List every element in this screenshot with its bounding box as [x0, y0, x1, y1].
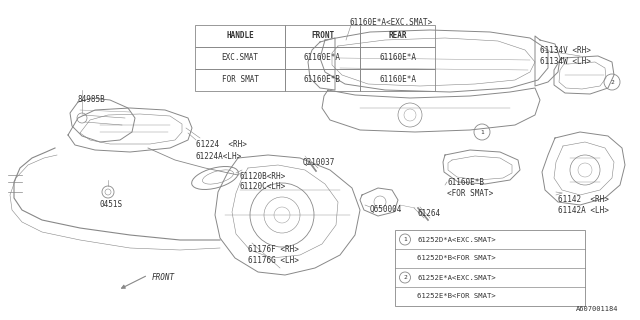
Text: Q210037: Q210037 — [303, 158, 335, 167]
Text: 61160E*A<EXC.SMAT>: 61160E*A<EXC.SMAT> — [350, 18, 433, 27]
Text: 61160E*A: 61160E*A — [379, 76, 416, 84]
Text: FRONT: FRONT — [152, 274, 175, 283]
Bar — [195, 25, 285, 47]
Text: 61160E*A: 61160E*A — [304, 53, 341, 62]
Text: A607001184: A607001184 — [575, 306, 618, 312]
Bar — [360, 47, 435, 69]
Text: 61252E*A<EXC.SMAT>: 61252E*A<EXC.SMAT> — [417, 275, 496, 281]
Bar — [395, 230, 585, 306]
Text: 61224A<LH>: 61224A<LH> — [196, 152, 243, 161]
Bar — [360, 25, 435, 47]
Text: 2: 2 — [610, 79, 614, 84]
Text: EXC.SMAT: EXC.SMAT — [221, 53, 259, 62]
Text: 1: 1 — [403, 237, 407, 242]
Text: 61120B<RH>: 61120B<RH> — [240, 172, 286, 181]
Text: <FOR SMAT>: <FOR SMAT> — [447, 189, 493, 198]
Text: 61252D*A<EXC.SMAT>: 61252D*A<EXC.SMAT> — [417, 236, 496, 243]
Text: HANDLE: HANDLE — [226, 31, 254, 41]
Text: 61134V <RH>: 61134V <RH> — [540, 46, 591, 55]
Text: REAR: REAR — [388, 31, 407, 41]
Text: FOR SMAT: FOR SMAT — [221, 76, 259, 84]
Text: 61160E*B: 61160E*B — [304, 76, 341, 84]
Text: FRONT: FRONT — [311, 31, 334, 41]
Bar — [285, 47, 360, 69]
Text: Q650004: Q650004 — [370, 205, 403, 214]
Bar — [285, 69, 360, 91]
Text: 61160E*B: 61160E*B — [447, 178, 484, 187]
Text: 61176G <LH>: 61176G <LH> — [248, 256, 299, 265]
Text: 1: 1 — [480, 130, 484, 134]
Text: 61134W <LH>: 61134W <LH> — [540, 57, 591, 66]
Text: 0451S: 0451S — [100, 200, 123, 209]
Text: 61142  <RH>: 61142 <RH> — [558, 195, 609, 204]
Text: 61224  <RH>: 61224 <RH> — [196, 140, 247, 149]
Bar — [360, 69, 435, 91]
Text: 61160E*A: 61160E*A — [379, 53, 416, 62]
Text: 61142A <LH>: 61142A <LH> — [558, 206, 609, 215]
Text: 61252D*B<FOR SMAT>: 61252D*B<FOR SMAT> — [417, 255, 496, 261]
Text: 61252E*B<FOR SMAT>: 61252E*B<FOR SMAT> — [417, 293, 496, 300]
Bar — [285, 25, 360, 47]
Text: 61264: 61264 — [418, 209, 441, 218]
Bar — [195, 69, 285, 91]
Bar — [195, 47, 285, 69]
Text: 61120C<LH>: 61120C<LH> — [240, 182, 286, 191]
Text: 61176F <RH>: 61176F <RH> — [248, 245, 299, 254]
Text: 84985B: 84985B — [78, 95, 106, 104]
Text: 2: 2 — [403, 275, 407, 280]
